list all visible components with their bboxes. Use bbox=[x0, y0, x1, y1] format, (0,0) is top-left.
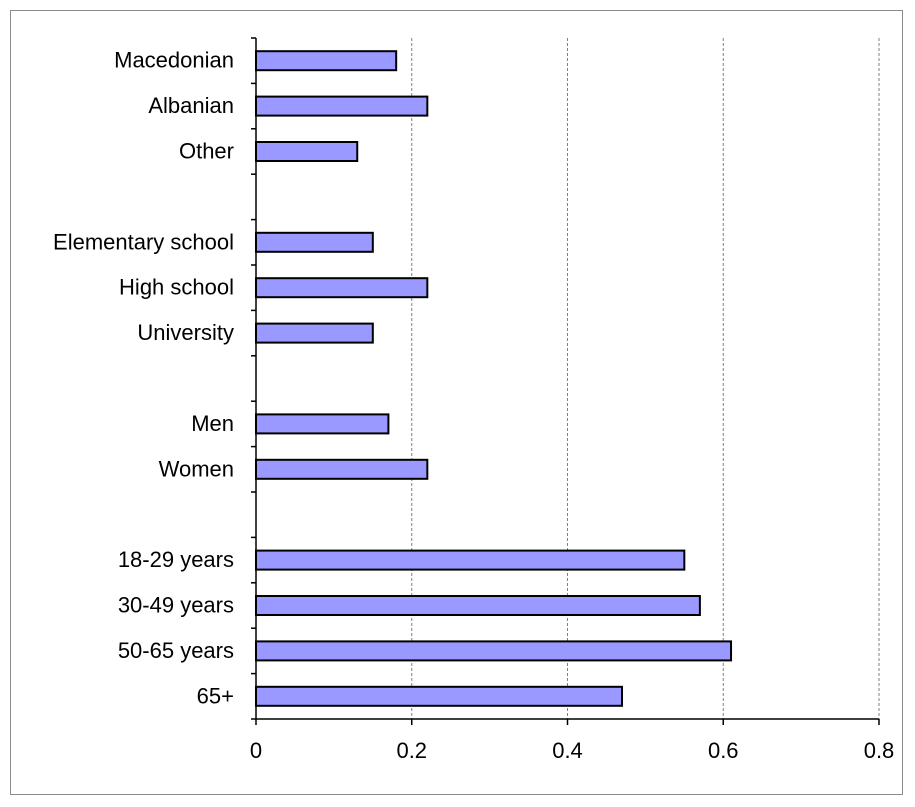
category-label: 50-65 years bbox=[118, 638, 234, 663]
category-label: Men bbox=[191, 411, 234, 436]
category-label: University bbox=[137, 320, 234, 345]
x-tick-label: 0.8 bbox=[864, 738, 895, 763]
bar bbox=[255, 231, 374, 253]
bar bbox=[255, 685, 624, 707]
category-label: 18-29 years bbox=[118, 547, 234, 572]
category-label: Women bbox=[159, 456, 234, 481]
x-tick-label: 0.6 bbox=[708, 738, 739, 763]
bar bbox=[255, 322, 374, 344]
category-label: Macedonian bbox=[114, 48, 234, 73]
bar bbox=[255, 458, 429, 480]
category-label: Elementary school bbox=[53, 229, 234, 254]
bar bbox=[255, 141, 359, 162]
x-tick-label: 0.2 bbox=[396, 738, 427, 763]
bar bbox=[255, 95, 429, 117]
category-label: Albanian bbox=[148, 93, 234, 118]
x-tick-label: 0.4 bbox=[552, 738, 583, 763]
bar bbox=[255, 413, 390, 435]
category-label: High school bbox=[119, 275, 234, 300]
bar bbox=[255, 277, 429, 299]
category-label: 65+ bbox=[197, 683, 234, 708]
bar bbox=[255, 640, 733, 662]
bar bbox=[255, 549, 686, 571]
x-tick-label: 0 bbox=[250, 738, 262, 763]
category-label: Other bbox=[179, 139, 234, 164]
bar bbox=[255, 595, 701, 616]
chart-frame bbox=[10, 10, 903, 795]
category-label: 30-49 years bbox=[118, 593, 234, 618]
bar bbox=[255, 50, 398, 72]
